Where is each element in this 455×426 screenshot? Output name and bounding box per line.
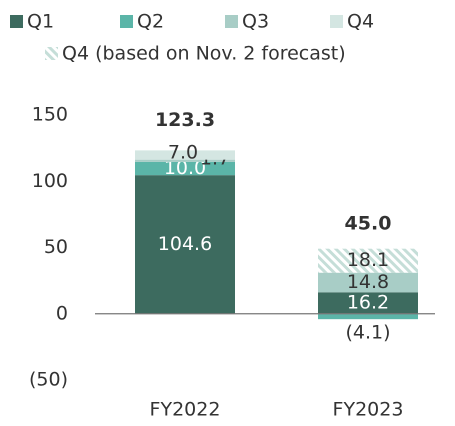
y-tick-label: 150	[32, 104, 68, 126]
value-label: 14.8	[347, 271, 389, 293]
bar-segment	[318, 272, 418, 293]
legend-label: Q3	[242, 11, 269, 33]
value-label: 10.0	[164, 157, 206, 179]
value-label: (4.1)	[345, 322, 390, 344]
x-tick-label: FY2022	[150, 399, 221, 421]
legend-swatch	[225, 15, 238, 28]
legend-swatch	[120, 15, 133, 28]
legend-label: Q4	[347, 11, 374, 33]
legend-label: Q2	[137, 11, 164, 33]
bar-segment	[318, 313, 418, 320]
legend-swatch	[330, 15, 343, 28]
bar-segment	[135, 161, 235, 176]
y-tick-label: 100	[32, 170, 68, 192]
y-tick-label: (50)	[29, 369, 68, 391]
bar-segment	[135, 175, 235, 314]
legend-swatch	[10, 15, 23, 28]
total-label: 45.0	[345, 213, 392, 235]
x-tick-label: FY2023	[333, 399, 404, 421]
bar-segment	[318, 248, 418, 273]
y-tick-label: 0	[56, 302, 68, 324]
bar-segment	[135, 150, 235, 160]
y-tick-label: 50	[44, 236, 68, 258]
bar-segment	[135, 159, 235, 162]
bar-segment	[318, 292, 418, 314]
legend-label: Q1	[27, 11, 54, 33]
value-label: 18.1	[347, 249, 389, 271]
legend-label: Q4 (based on Nov. 2 forecast)	[62, 43, 346, 65]
value-label: 7.0	[168, 142, 198, 164]
legend-swatch	[45, 47, 58, 60]
total-label: 123.3	[155, 109, 215, 131]
value-label: 104.6	[158, 233, 212, 255]
value-label: 16.2	[347, 292, 389, 314]
